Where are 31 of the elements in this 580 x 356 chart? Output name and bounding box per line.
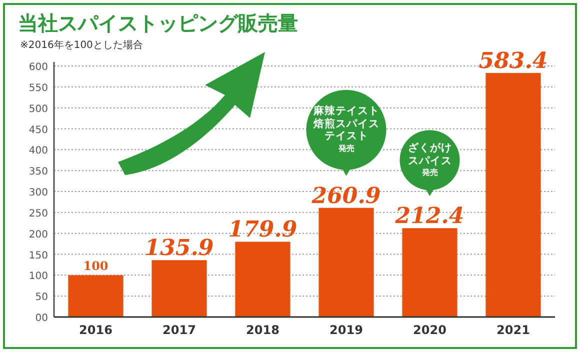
x-tick-label: 2018 [246,323,280,337]
chart-subtitle: ※2016年を100とした場合 [20,39,143,51]
chart-title: 当社スパイストッピング販売量 [18,11,298,35]
data-label: 212.4 [394,203,464,230]
y-tick-label: 150 [28,250,48,262]
data-label: 179.9 [228,216,298,243]
data-label: 583.4 [478,48,548,74]
y-tick-label: 250 [28,208,48,220]
data-label: 135.9 [144,235,214,262]
x-tick-label: 2020 [413,323,446,337]
data-label: 260.9 [310,182,381,209]
data-label: 100 [83,259,108,274]
x-tick-label: 2019 [330,323,363,337]
y-tick-label: 500 [28,104,48,115]
y-tick-label: 350 [28,166,48,178]
x-tick-label: 2017 [162,323,196,337]
y-tick-label: 450 [28,124,48,136]
annotation: ざくがけスパイス [406,142,453,168]
y-tick-label: 200 [28,229,48,240]
y-tick-label: 00 [35,313,48,324]
y-tick-label: 300 [28,188,48,198]
y-tick-label: 50 [35,292,48,304]
y-tick-label: 600 [28,62,48,73]
x-tick-label: 2016 [79,323,112,337]
x-tick-label: 2021 [496,323,530,337]
y-tick-label: 550 [28,82,48,94]
annotation: 発売 [420,167,439,178]
annotation: 発売 [337,142,356,154]
y-tick-label: 400 [28,146,48,157]
y-tick-label: 100 [28,271,48,282]
annotation: 麻辣テイスト焙煎スパイステイスト [313,105,380,143]
